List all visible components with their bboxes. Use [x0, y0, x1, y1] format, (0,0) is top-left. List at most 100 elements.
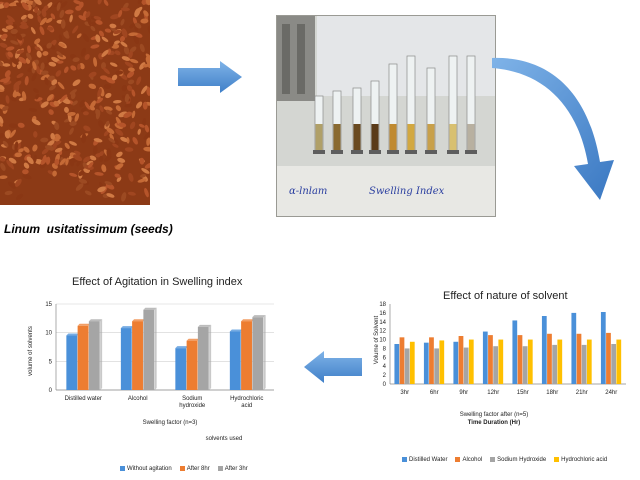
- seed-shape: [137, 128, 141, 135]
- seed-shape: [72, 79, 81, 87]
- seed-shape: [97, 186, 106, 193]
- seed-shape: [74, 113, 80, 122]
- seed-shape: [137, 178, 147, 183]
- bar: [394, 344, 400, 384]
- seed-shape: [59, 94, 68, 102]
- seed-shape: [47, 140, 55, 147]
- seed-shape: [114, 40, 120, 45]
- legend-label: Distilled Water: [409, 457, 448, 464]
- y-tick-label: 12: [379, 329, 386, 335]
- seed-shape: [2, 140, 9, 148]
- seed-shape: [99, 105, 104, 112]
- legend-item: Without agitation: [120, 466, 172, 472]
- seed-shape: [80, 47, 86, 57]
- seed-shape: [28, 108, 38, 112]
- seed-shape: [40, 70, 49, 76]
- seed-shape: [59, 1, 68, 9]
- seed-shape: [81, 107, 87, 113]
- seed-shape: [115, 128, 124, 136]
- agitation-chart-legend: Without agitation After 8hr After 3hr: [120, 466, 256, 472]
- seed-shape: [69, 172, 78, 177]
- legend-swatch: [455, 457, 461, 462]
- bar: [552, 344, 558, 384]
- seed-shape: [134, 8, 141, 18]
- seed-shape: [70, 92, 76, 100]
- bar: [434, 348, 440, 384]
- seed-shape: [124, 93, 130, 103]
- seed-shape: [114, 50, 121, 56]
- tube-contents: [371, 124, 379, 150]
- seed-shape: [45, 17, 53, 24]
- seed-shape: [20, 14, 27, 20]
- seed-shape: [109, 62, 118, 67]
- tube-contents: [315, 124, 323, 150]
- photo-label-left: ɑ-lnlam: [289, 186, 327, 197]
- seed-shape: [137, 0, 143, 4]
- seed-shape: [93, 15, 102, 21]
- seed-shape: [36, 43, 43, 51]
- bar: [512, 320, 518, 384]
- seed-shape: [95, 97, 104, 104]
- seed-shape: [84, 54, 90, 60]
- seed-shape: [0, 59, 4, 67]
- seed-shape: [0, 162, 6, 171]
- seed-shape: [84, 101, 91, 110]
- seed-shape: [79, 62, 85, 70]
- bar-top: [252, 315, 266, 318]
- seed-shape: [5, 52, 11, 60]
- seed-shape: [124, 103, 133, 108]
- photo-label-right: Swelling Index: [369, 186, 445, 197]
- bar: [404, 348, 410, 384]
- seed-shape: [77, 63, 81, 70]
- seed-shape: [8, 1, 19, 7]
- x-tick-label: 6hr: [430, 390, 439, 396]
- seed-shape: [54, 147, 63, 153]
- seed-shape: [143, 132, 150, 140]
- bar: [541, 316, 547, 384]
- tube-contents: [389, 124, 397, 150]
- seed-shape: [81, 133, 87, 144]
- seed-shape: [54, 122, 60, 131]
- seed-shape: [16, 193, 24, 200]
- legend-label: Alcohol: [462, 457, 483, 464]
- seed-shape: [83, 168, 90, 174]
- seed-shape: [49, 84, 56, 91]
- bar: [453, 341, 459, 384]
- seed-shape: [14, 152, 22, 158]
- bar: [229, 331, 241, 390]
- seed-shape: [101, 164, 107, 173]
- legend-label: Hydrochloric acid: [561, 457, 608, 464]
- seed-shape: [34, 38, 41, 45]
- seed-shape: [82, 33, 90, 42]
- seed-shape: [106, 148, 112, 159]
- legend-swatch: [120, 466, 125, 471]
- seed-shape: [43, 5, 49, 12]
- agitation-chart: 0 5 10 15 Distilled water Alcohol Sodiumhydrox…: [28, 302, 274, 442]
- seed-shape: [26, 52, 32, 61]
- bar: [547, 333, 552, 384]
- seed-shape: [128, 67, 135, 72]
- seed-shape: [109, 23, 117, 29]
- seed-shape: [114, 173, 121, 178]
- seed-shape: [4, 70, 11, 78]
- flax-seeds-image: [0, 0, 150, 205]
- legend-item: Distilled Water: [402, 457, 447, 463]
- y-tick-label: 10: [379, 338, 386, 344]
- legend-item: Alcohol: [455, 457, 482, 463]
- seed-shape: [52, 140, 62, 147]
- seed-shape: [98, 120, 105, 129]
- seed-shape: [103, 0, 109, 6]
- seed-shape: [103, 130, 109, 137]
- seed-shape: [47, 54, 51, 61]
- seed-shape: [64, 142, 70, 150]
- tube-contents: [427, 124, 435, 150]
- legend-label: Sodium Hydroxide: [497, 457, 547, 464]
- seed-shape: [142, 118, 147, 126]
- bar: [586, 339, 592, 384]
- bar: [458, 336, 464, 384]
- seed-shape: [67, 111, 76, 117]
- seed-shape: [120, 41, 128, 47]
- seed-shape: [126, 71, 135, 78]
- bar: [522, 346, 528, 384]
- seed-shape: [109, 40, 114, 47]
